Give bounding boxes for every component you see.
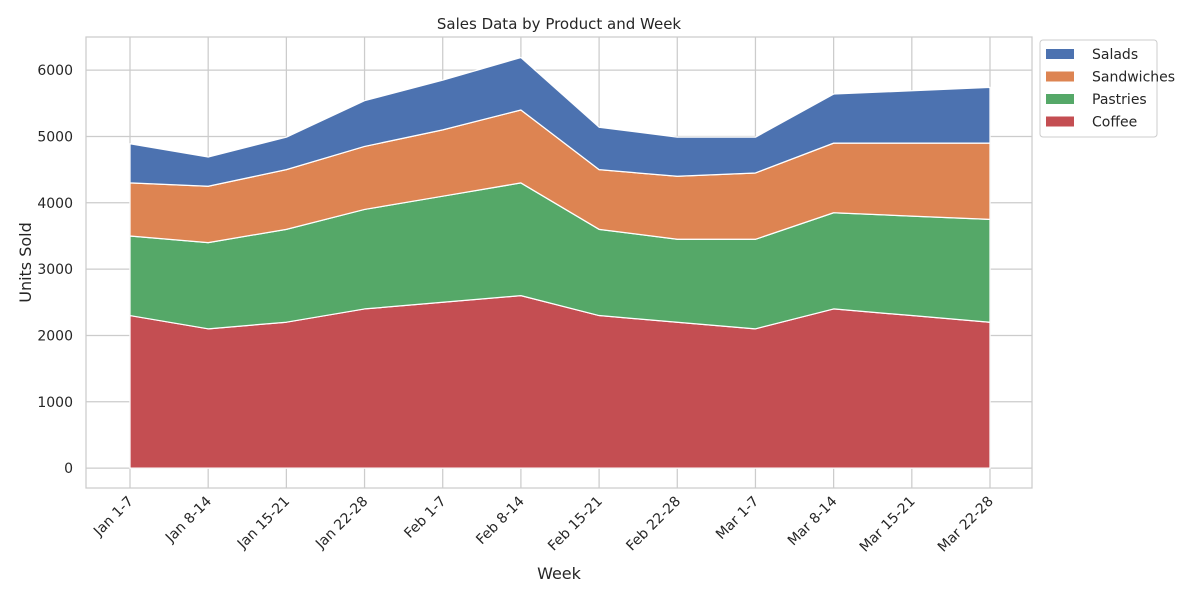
x-tick-labels: Jan 1-7 Jan 8-14 Jan 15-21 Jan 22-28 Feb 1-7…	[90, 493, 997, 555]
legend-label-pastries: Pastries	[1092, 92, 1147, 108]
legend-swatch-salads	[1046, 49, 1074, 59]
x-axis-label: Week	[537, 564, 582, 583]
legend-label-coffee: Coffee	[1092, 115, 1137, 131]
y-tick-label: 5000	[37, 129, 73, 145]
legend: Salads Sandwiches Pastries Coffee	[1039, 39, 1175, 138]
x-tick-label: Mar 8-14	[785, 493, 841, 549]
y-tick-label: 2000	[37, 328, 73, 344]
chart-title: Sales Data by Product and Week	[437, 15, 682, 33]
data-areas	[129, 56, 991, 469]
x-tick-label: Feb 8-14	[473, 493, 528, 548]
x-tick-label: Feb 1-7	[401, 494, 449, 542]
x-tick-label: Jan 22-28	[312, 494, 371, 553]
legend-swatch-coffee	[1046, 116, 1074, 127]
y-axis-label: Units Sold	[16, 222, 35, 303]
area-salads	[129, 56, 991, 187]
legend-frame	[1039, 39, 1158, 138]
y-tick-label: 1000	[37, 395, 73, 411]
x-tick-label: Jan 15-21	[234, 494, 293, 553]
y-tick-label: 3000	[37, 262, 73, 278]
y-tick-label: 0	[64, 461, 73, 477]
legend-label-sandwiches: Sandwiches	[1092, 70, 1175, 86]
y-tick-label: 4000	[37, 196, 73, 212]
x-tick-label: Jan 1-7	[90, 494, 137, 541]
x-tick-label: Mar 1-7	[713, 494, 762, 543]
x-tick-label: Feb 22-28	[623, 494, 684, 555]
legend-label-salads: Salads	[1092, 47, 1138, 63]
legend-swatch-pastries	[1046, 94, 1074, 104]
x-tick-label: Jan 8-14	[162, 493, 215, 546]
x-tick-label: Mar 15-21	[857, 494, 919, 556]
x-tick-label: Feb 15-21	[545, 494, 606, 555]
legend-items: Salads Sandwiches Pastries Coffee	[1046, 47, 1175, 131]
legend-swatch-sandwiches	[1046, 71, 1074, 82]
x-tick-label: Mar 22-28	[935, 494, 997, 556]
y-tick-labels: 0 1000 2000 3000 4000 5000 6000	[37, 63, 73, 477]
plot-frame	[85, 36, 1033, 489]
y-tick-label: 6000	[37, 63, 73, 79]
